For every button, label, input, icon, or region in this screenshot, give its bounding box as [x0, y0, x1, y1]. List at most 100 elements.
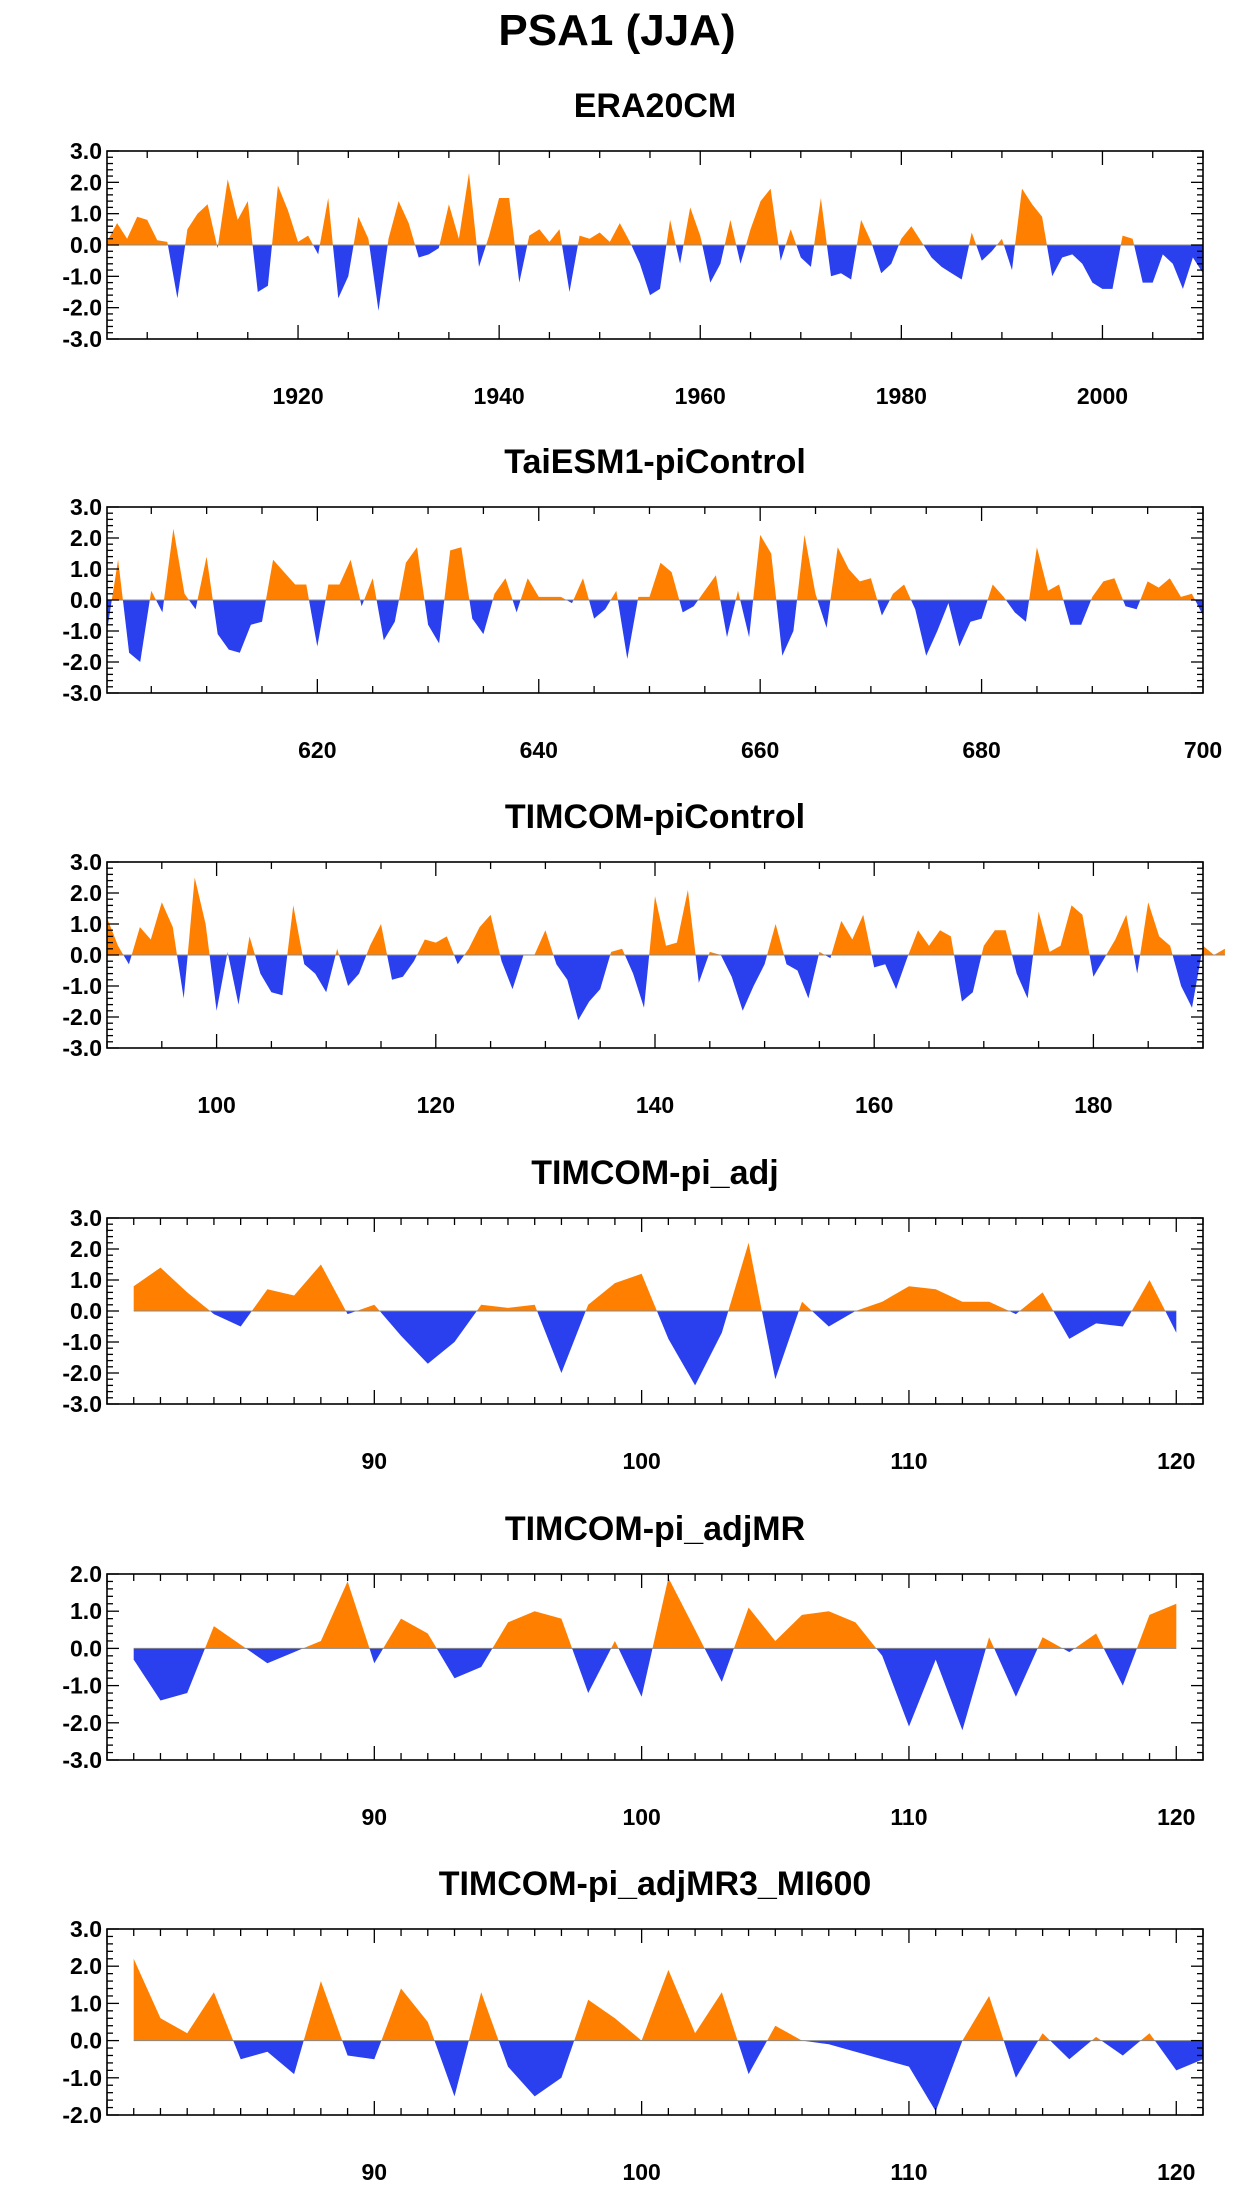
- y-tick-label: 2.0: [70, 525, 102, 551]
- negative-area-1: [233, 2040, 304, 2075]
- y-tick-label: 0.0: [70, 2028, 102, 2054]
- positive-area-12: [962, 1996, 1004, 2041]
- positive-area-35: [797, 534, 818, 600]
- y-tick-label: 2.0: [70, 880, 102, 906]
- y-tick-label: 3.0: [70, 849, 102, 875]
- negative-area-39: [1089, 955, 1107, 977]
- x-tick-label: 1960: [675, 383, 726, 409]
- negative-area-45: [1134, 245, 1203, 289]
- plot-frame: [106, 1928, 1204, 2116]
- y-tick-label: -1.0: [62, 263, 102, 289]
- negative-area-30: [720, 600, 736, 638]
- y-tick-label: -2.0: [62, 649, 102, 675]
- positive-area-40: [1106, 914, 1134, 955]
- positive-area-39: [889, 584, 911, 600]
- positive-area-3: [149, 590, 156, 600]
- negative-area-22: [566, 600, 574, 604]
- negative-area-2: [246, 1648, 303, 1664]
- y-tick-label: -3.0: [62, 326, 102, 352]
- y-tick-label: 0.0: [70, 1298, 102, 1324]
- positive-area-30: [818, 951, 825, 955]
- negative-area-1: [167, 245, 186, 299]
- negative-area-46: [1123, 600, 1141, 610]
- positive-area-36: [898, 226, 924, 245]
- y-tick-label: -1.0: [62, 1673, 102, 1699]
- positive-area-2: [251, 1264, 346, 1311]
- positive-area-18: [1140, 2033, 1155, 2041]
- negative-area-42: [1005, 600, 1030, 622]
- negative-area-16: [994, 1648, 1038, 1697]
- negative-area-7: [313, 245, 320, 255]
- panel-title: TIMCOM-pi_adjMR: [505, 1510, 805, 1548]
- positive-area-24: [649, 889, 696, 955]
- negative-area-23: [675, 245, 684, 264]
- y-tick-label: -2.0: [62, 295, 102, 321]
- negative-area-13: [812, 1311, 856, 1327]
- x-tick-label: 90: [362, 2159, 388, 2185]
- positive-area-31: [735, 590, 741, 600]
- negative-area-39: [976, 245, 997, 261]
- negative-area-21: [631, 245, 667, 296]
- x-tick-label: 2000: [1077, 383, 1128, 409]
- x-tick-label: 120: [417, 1092, 455, 1118]
- positive-area-10: [767, 2025, 802, 2041]
- x-tick-label: 110: [890, 2159, 927, 2185]
- negative-area-18: [469, 600, 493, 635]
- positive-area-30: [785, 229, 797, 245]
- x-tick-label: 140: [636, 1092, 674, 1118]
- negative-area-9: [255, 955, 288, 996]
- positive-area-19: [1074, 1633, 1104, 1649]
- positive-area-1: [111, 559, 123, 600]
- negative-area-32: [740, 600, 754, 638]
- positive-area-10: [728, 1242, 762, 1311]
- negative-area-38: [877, 600, 890, 616]
- negative-area-12: [704, 1648, 734, 1682]
- x-tick-label: 700: [1184, 737, 1222, 763]
- positive-area-26: [708, 951, 721, 955]
- negative-area-6: [188, 600, 198, 610]
- negative-area-18: [1062, 1648, 1075, 1653]
- negative-area-5: [379, 1311, 477, 1364]
- y-tick-label: 0.0: [70, 1635, 102, 1661]
- y-tick-label: 2.0: [70, 1561, 102, 1587]
- positive-area-10: [353, 216, 370, 245]
- negative-area-15: [387, 955, 417, 980]
- positive-area-7: [197, 556, 213, 600]
- negative-area-37: [1012, 955, 1034, 999]
- negative-area-28: [679, 600, 699, 613]
- negative-area-27: [736, 245, 746, 264]
- positive-area-44: [1120, 235, 1135, 245]
- panel-title: TaiESM1-piControl: [504, 443, 806, 481]
- negative-area-11: [369, 245, 388, 311]
- negative-area-37: [923, 245, 970, 280]
- x-tick-label: 110: [890, 1804, 927, 1830]
- x-tick-label: 120: [1157, 1448, 1195, 1474]
- negative-area-3: [342, 2040, 382, 2060]
- plot-frame: [106, 1573, 1204, 1761]
- panel-2: TaiESM1-piControl 620 640 660 680 700 3.0 2.0 1.…: [62, 443, 1222, 763]
- negative-area-17: [514, 245, 528, 283]
- y-tick-label: -1.0: [62, 618, 102, 644]
- x-tick-label: 640: [520, 737, 558, 763]
- y-tick-label: 1.0: [70, 201, 102, 227]
- panel-title: TIMCOM-piControl: [505, 798, 805, 836]
- positive-area-14: [439, 172, 477, 245]
- negative-area-17: [454, 955, 465, 965]
- x-tick-label: 180: [1074, 1092, 1112, 1118]
- panel-title: TIMCOM-pi_adjMR3_MI600: [439, 1865, 872, 1903]
- negative-area-15: [1009, 1311, 1020, 1315]
- x-tick-label: 1980: [876, 383, 927, 409]
- positive-area-34: [856, 219, 873, 245]
- negative-area-3: [177, 955, 188, 999]
- negative-area-5: [252, 245, 272, 292]
- y-tick-label: 3.0: [70, 138, 102, 164]
- negative-area-11: [802, 2040, 963, 2112]
- negative-area-29: [778, 245, 786, 261]
- positive-area-18: [464, 914, 501, 955]
- x-tick-label: 660: [741, 737, 779, 763]
- positive-area-12: [387, 201, 416, 245]
- panel-5: TIMCOM-pi_adjMR 90 100 110 120 2.0 1.0 0.0 -1.0 -…: [62, 1510, 1204, 1830]
- negative-area-19: [500, 955, 524, 990]
- negative-area-7: [537, 1311, 586, 1373]
- positive-area-13: [733, 1607, 877, 1649]
